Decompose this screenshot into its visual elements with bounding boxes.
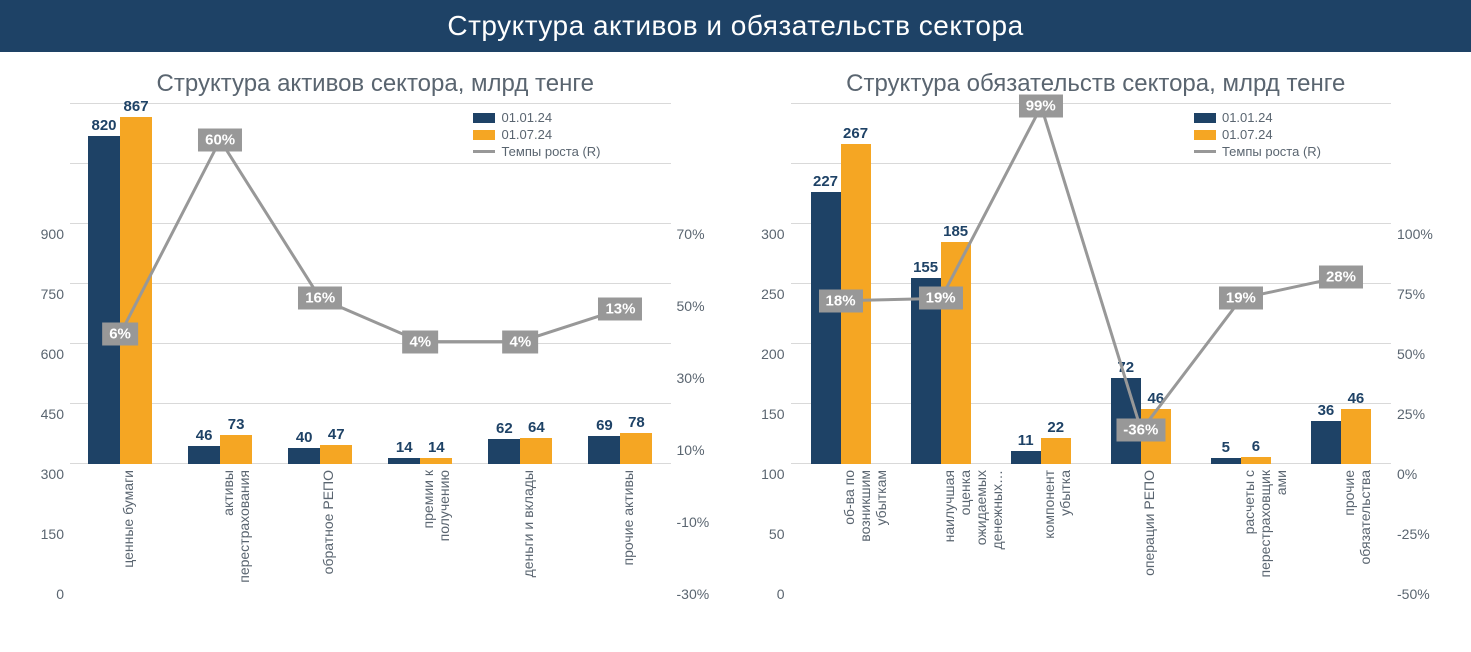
legend-series-b: 01.07.24 (1194, 127, 1321, 142)
legend-swatch (473, 130, 495, 140)
growth-label: 16% (298, 287, 342, 310)
y-tick-right: 75% (1397, 286, 1425, 302)
x-label-cell: премии к получению (370, 464, 470, 594)
y-tick-right: 0% (1397, 466, 1417, 482)
x-label: ценные бумаги (120, 470, 136, 600)
growth-label: 4% (503, 330, 539, 353)
y-tick-right: -10% (677, 514, 710, 530)
legend-label: 01.07.24 (1222, 127, 1273, 142)
growth-label: 13% (598, 298, 642, 321)
x-label: расчеты с перестраховщик ами (1241, 470, 1289, 600)
x-label: обратное РЕПО (320, 470, 336, 600)
x-label-cell: расчеты с перестраховщик ами (1191, 464, 1291, 594)
x-label: компонент убытка (1041, 470, 1073, 600)
y-tick-left: 150 (761, 406, 784, 422)
y-axis-right: -30%-10%10%30%50%70% (671, 104, 731, 594)
growth-label: 28% (1319, 265, 1363, 288)
y-tick-left: 600 (41, 346, 64, 362)
x-label: об-ва по возникшим убыткам (841, 470, 889, 600)
x-label: премии к получению (420, 470, 452, 600)
y-tick-left: 900 (41, 226, 64, 242)
y-tick-left: 450 (41, 406, 64, 422)
plot-area: 820867467340471414626469786%60%16%4%4%13… (70, 104, 671, 464)
plot-area: 2272671551851122724656364618%19%99%-36%1… (791, 104, 1392, 464)
chart-panel-liabilities: Структура обязательств сектора, млрд тен… (741, 62, 1452, 594)
y-tick-left: 100 (761, 466, 784, 482)
legend-label: 01.01.24 (1222, 110, 1273, 125)
x-label-cell: об-ва по возникшим убыткам (791, 464, 891, 594)
legend: 01.01.24 01.07.24 Темпы роста (R) (1194, 110, 1321, 161)
growth-label: 60% (198, 129, 242, 152)
y-axis-left: 050100150200250300 (741, 104, 791, 594)
growth-label: 18% (819, 289, 863, 312)
y-tick-left: 300 (41, 466, 64, 482)
page-title-text: Структура активов и обязательств сектора (447, 10, 1023, 41)
x-axis-labels: ценные бумагиактивы перестрахованияобрат… (70, 464, 671, 594)
growth-label: -36% (1116, 419, 1165, 442)
x-label-cell: наилучшая оценка ожидаемых денежных… (891, 464, 991, 594)
plot-container: 050100150200250300-50%-25%0%25%50%75%100… (741, 104, 1452, 594)
y-tick-right: 50% (1397, 346, 1425, 362)
x-label: прочие активы (620, 470, 636, 600)
chart-panel-assets: Структура активов сектора, млрд тенге015… (20, 62, 731, 594)
y-axis-right: -50%-25%0%25%50%75%100% (1391, 104, 1451, 594)
growth-label: 19% (1219, 287, 1263, 310)
growth-label: 4% (402, 330, 438, 353)
legend-label: Темпы роста (R) (501, 144, 600, 159)
growth-label: 6% (102, 323, 138, 346)
chart-title: Структура активов сектора, млрд тенге (20, 70, 731, 98)
x-label-cell: компонент убытка (991, 464, 1091, 594)
x-axis-labels: об-ва по возникшим убыткамнаилучшая оцен… (791, 464, 1392, 594)
y-tick-right: 70% (677, 226, 705, 242)
legend-swatch (1194, 113, 1216, 123)
y-tick-right: -50% (1397, 586, 1430, 602)
x-label: деньги и вклады (520, 470, 536, 600)
legend-swatch (1194, 130, 1216, 140)
legend-swatch (473, 150, 495, 153)
x-label-cell: активы перестрахования (170, 464, 270, 594)
y-tick-left: 0 (56, 586, 64, 602)
y-tick-left: 50 (769, 526, 785, 542)
legend-series-a: 01.01.24 (473, 110, 600, 125)
y-tick-right: -30% (677, 586, 710, 602)
x-label-cell: прочие активы (570, 464, 670, 594)
y-tick-right: 100% (1397, 226, 1433, 242)
y-tick-right: 10% (677, 442, 705, 458)
growth-label: 99% (1019, 95, 1063, 118)
y-tick-left: 250 (761, 286, 784, 302)
x-label-cell: прочие обязательства (1291, 464, 1391, 594)
y-tick-right: 25% (1397, 406, 1425, 422)
legend-label: Темпы роста (R) (1222, 144, 1321, 159)
x-label: операции РЕПО (1141, 470, 1157, 600)
plot-container: 0150300450600750900-30%-10%10%30%50%70%8… (20, 104, 731, 594)
y-tick-right: 50% (677, 298, 705, 314)
x-label-cell: операции РЕПО (1091, 464, 1191, 594)
page-title-bar: Структура активов и обязательств сектора (0, 0, 1471, 52)
x-label: активы перестрахования (220, 470, 252, 600)
y-tick-left: 200 (761, 346, 784, 362)
legend-swatch (1194, 150, 1216, 153)
x-label: прочие обязательства (1341, 470, 1373, 600)
legend-label: 01.01.24 (501, 110, 552, 125)
legend-series-line: Темпы роста (R) (473, 144, 600, 159)
x-label-cell: ценные бумаги (70, 464, 170, 594)
growth-label: 19% (919, 287, 963, 310)
charts-row: Структура активов сектора, млрд тенге015… (0, 52, 1471, 594)
y-tick-left: 750 (41, 286, 64, 302)
y-tick-left: 150 (41, 526, 64, 542)
legend-label: 01.07.24 (501, 127, 552, 142)
legend-swatch (473, 113, 495, 123)
y-axis-left: 0150300450600750900 (20, 104, 70, 594)
y-tick-left: 0 (777, 586, 785, 602)
chart-title: Структура обязательств сектора, млрд тен… (741, 70, 1452, 98)
x-label-cell: обратное РЕПО (270, 464, 370, 594)
y-tick-left: 300 (761, 226, 784, 242)
legend-series-a: 01.01.24 (1194, 110, 1321, 125)
legend-series-b: 01.07.24 (473, 127, 600, 142)
y-tick-right: -25% (1397, 526, 1430, 542)
x-label-cell: деньги и вклады (470, 464, 570, 594)
legend-series-line: Темпы роста (R) (1194, 144, 1321, 159)
legend: 01.01.24 01.07.24 Темпы роста (R) (473, 110, 600, 161)
y-tick-right: 30% (677, 370, 705, 386)
